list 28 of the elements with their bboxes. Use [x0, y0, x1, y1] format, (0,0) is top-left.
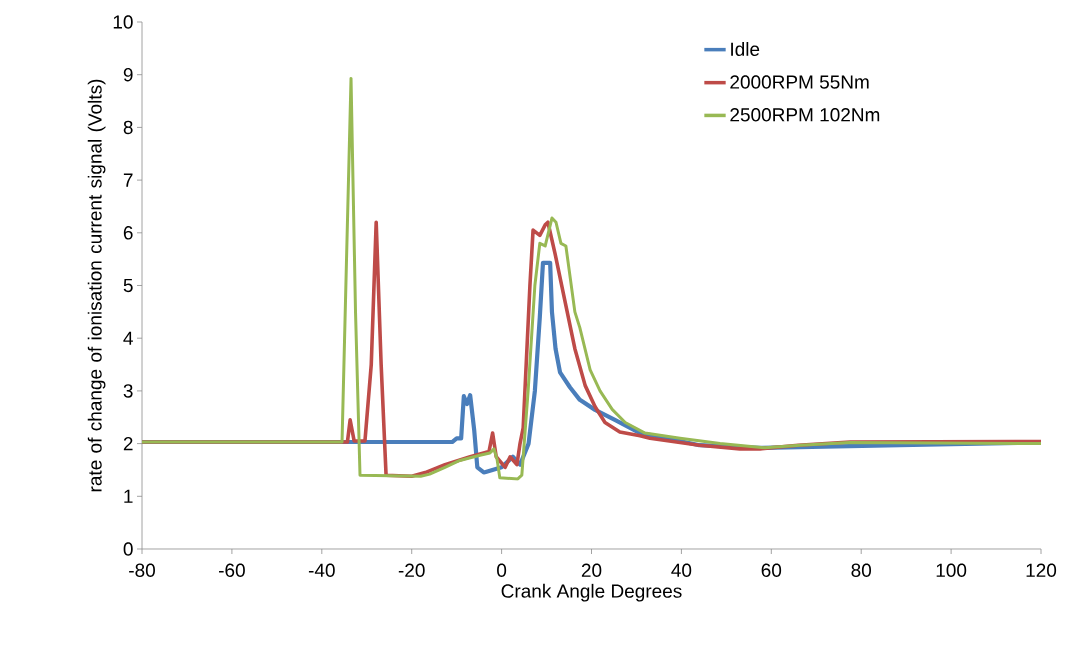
x-tick-label: 0 — [497, 563, 507, 577]
legend-label: 2500RPM 102Nm — [730, 108, 880, 122]
x-tick-label: 100 — [936, 563, 967, 577]
legend-label: Idle — [731, 42, 760, 56]
x-tick-label: 20 — [581, 563, 602, 577]
x-tick-label: 40 — [671, 563, 692, 577]
legend-label: 2000RPM 55Nm — [730, 75, 869, 89]
y-tick-label: 10 — [113, 15, 133, 29]
y-tick-label: 1 — [124, 489, 133, 503]
x-axis-title: Crank Angle Degrees — [501, 583, 682, 602]
y-axis-title: rate of change of ionisation current signal (Volts) — [87, 79, 106, 492]
x-tick-label: -40 — [308, 563, 335, 577]
y-tick-label: 5 — [123, 278, 133, 293]
x-tick-label: 120 — [1026, 563, 1057, 577]
y-tick-label: 9 — [123, 67, 133, 82]
x-tick-label: -20 — [398, 563, 425, 577]
x-tick-label: -60 — [219, 563, 245, 577]
y-tick-label: 6 — [123, 226, 133, 240]
y-tick-label: 7 — [123, 173, 133, 187]
y-tick-label: 8 — [123, 120, 133, 135]
y-tick-label: 4 — [123, 331, 133, 345]
y-tick-label: 3 — [123, 384, 133, 398]
x-tick-label: 80 — [851, 563, 872, 577]
y-tick-label: 0 — [123, 542, 133, 556]
line-series — [142, 76, 1042, 481]
x-tick-label: 60 — [761, 563, 782, 577]
y-tick-label: 2 — [123, 436, 133, 451]
x-tick-label: -80 — [129, 563, 155, 577]
